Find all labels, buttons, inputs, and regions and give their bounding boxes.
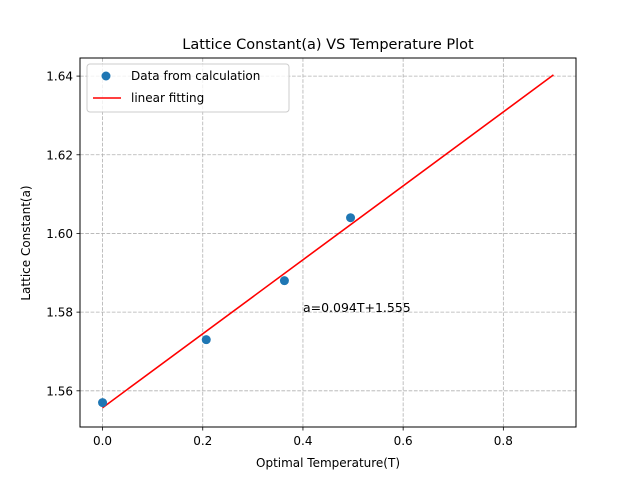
legend-box — [86, 63, 290, 113]
y-axis-label: Lattice Constant(a) — [19, 185, 33, 300]
data-point — [346, 213, 356, 223]
data-point — [201, 335, 211, 345]
axis-ticks: 0.0 0.2 0.4 0.6 0.8 1.56 1.58 1.60 1.62 1.64 — [46, 70, 513, 448]
chart-title: Lattice Constant(a) VS Temperature Plot — [182, 37, 474, 53]
plot-frame — [79, 57, 577, 428]
y-tick-label: 1.64 — [46, 70, 73, 84]
x-tick-label: 0.2 — [193, 434, 212, 448]
plot-data — [98, 74, 554, 409]
y-tick-label: 1.56 — [46, 384, 73, 398]
y-tick-label: 1.60 — [46, 227, 73, 241]
legend: Data from calculation linear fitting — [86, 63, 290, 113]
y-tick-label: 1.58 — [46, 306, 73, 320]
fit-equation-annotation: a=0.094T+1.555 — [303, 300, 411, 315]
x-tick-label: 0.4 — [293, 434, 312, 448]
x-tick-label: 0.0 — [93, 434, 112, 448]
legend-label-fit: linear fitting — [131, 91, 204, 105]
data-point — [279, 276, 289, 286]
x-tick-label: 0.8 — [494, 434, 513, 448]
data-point — [98, 398, 108, 408]
legend-label-scatter: Data from calculation — [131, 69, 260, 83]
y-tick-label: 1.62 — [46, 148, 73, 162]
x-axis-label: Optimal Temperature(T) — [256, 456, 400, 470]
legend-marker-scatter — [101, 71, 111, 81]
x-tick-label: 0.6 — [394, 434, 413, 448]
fit-line — [102, 74, 554, 409]
